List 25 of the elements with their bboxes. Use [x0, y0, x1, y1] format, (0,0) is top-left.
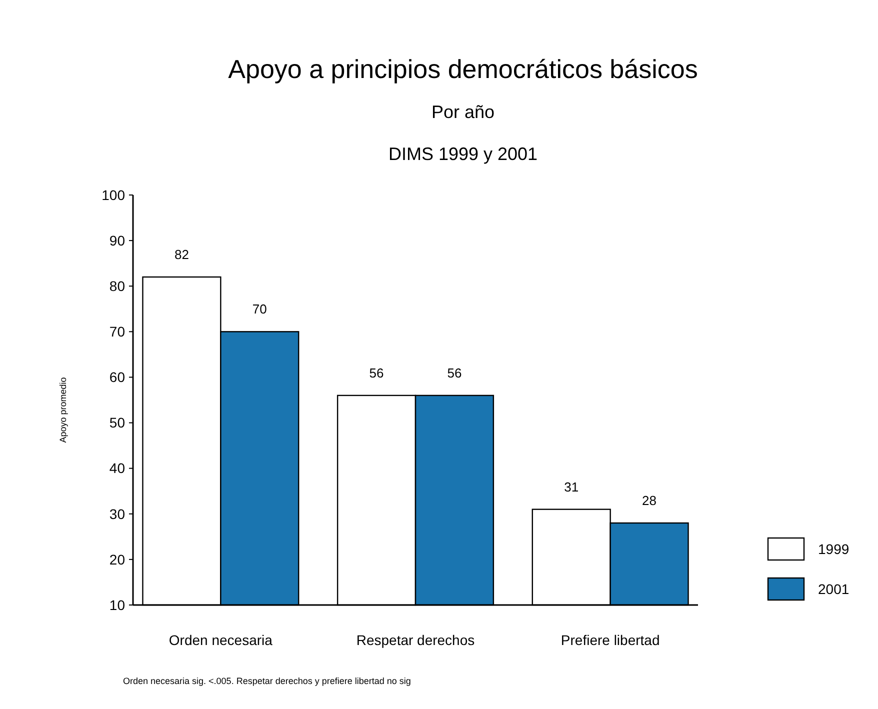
y-tick-label: 40	[109, 460, 126, 476]
data-label: 56	[369, 365, 384, 380]
y-tick-label: 10	[109, 596, 126, 613]
x-tick-label: Orden necesaria	[168, 632, 273, 648]
y-tick-label: 20	[109, 551, 126, 568]
legend-label: 2001	[818, 580, 850, 597]
y-tick-label: 80	[109, 278, 126, 294]
data-label: 28	[642, 493, 657, 508]
data-label: 70	[252, 302, 267, 317]
x-tick-label: Respetar derechos	[356, 632, 475, 648]
y-tick-label: 50	[109, 414, 126, 431]
y-tick-label: 30	[109, 506, 126, 522]
legend-label: 1999	[818, 540, 850, 557]
y-tick-label: 60	[109, 369, 126, 386]
data-label: 56	[447, 365, 462, 380]
y-tick-label: 90	[109, 232, 126, 248]
y-axis-title: Apoyo promedio	[58, 377, 68, 443]
text: Orden necesaria sig. <.005. Respetar derechos y prefiere libertad no sig	[123, 676, 411, 686]
y-tick-label: 100	[102, 186, 126, 203]
text: Por año DIMS 1999 y 2001	[388, 102, 538, 164]
data-label: 31	[564, 479, 579, 494]
data-label: 82	[174, 247, 189, 262]
y-tick-label: 70	[109, 324, 126, 340]
x-tick-label: Prefiere libertad	[560, 632, 660, 648]
chart-title: Apoyo a principios democráticos básicos	[228, 54, 698, 84]
